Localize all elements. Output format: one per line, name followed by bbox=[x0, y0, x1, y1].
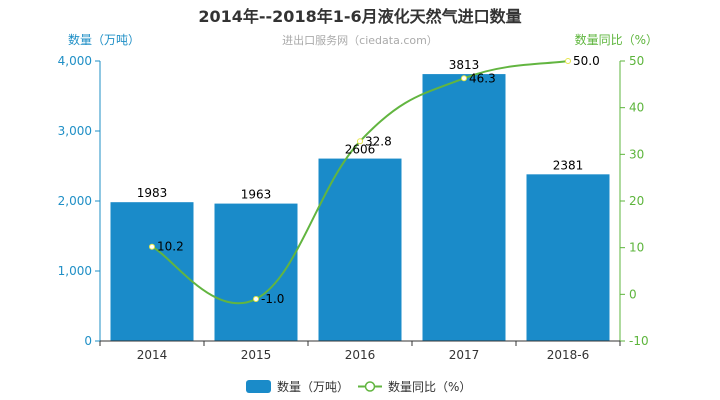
legend-line-label: 数量同比（%） bbox=[388, 379, 471, 394]
y-left-tick-label: 2,000 bbox=[58, 194, 92, 208]
bar-2018-6 bbox=[526, 174, 610, 341]
y-left-tick-label: 1,000 bbox=[58, 264, 92, 278]
data-labels: 1983 1963 2606 3813 2381 10.2 -1.0 32.8 46.3 50.0 bbox=[137, 54, 600, 306]
legend-line-marker bbox=[364, 381, 376, 392]
y-axis-right-title: 数量同比（%） bbox=[575, 32, 658, 47]
y-right-tick-label: 20 bbox=[629, 194, 644, 208]
bar-series bbox=[110, 74, 610, 341]
yoy-value-label: 50.0 bbox=[573, 54, 600, 68]
yoy-point-2016 bbox=[357, 138, 363, 145]
x-tick-label: 2014 bbox=[137, 348, 168, 362]
y-right-tick-label: 50 bbox=[629, 54, 644, 68]
yoy-point-2017 bbox=[461, 75, 467, 82]
yoy-value-label: 10.2 bbox=[157, 240, 184, 254]
line-series bbox=[149, 58, 571, 305]
chart-title: 2014年--2018年1-6月液化天然气进口数量 bbox=[198, 7, 521, 26]
x-tick-label: 2017 bbox=[449, 348, 480, 362]
bar-value-label: 2606 bbox=[345, 143, 376, 157]
bar-2014 bbox=[110, 202, 194, 341]
y-right-tick-label: 0 bbox=[629, 287, 637, 301]
yoy-line bbox=[151, 60, 569, 305]
y-left-tick-label: 3,000 bbox=[58, 124, 92, 138]
legend-bar-label: 数量（万吨） bbox=[277, 379, 349, 394]
legend-bar-swatch bbox=[246, 380, 271, 393]
y-left-tick-label: 4,000 bbox=[58, 54, 92, 68]
yoy-point-2018-6 bbox=[565, 58, 571, 64]
y-left-tick-label: 0 bbox=[84, 334, 92, 348]
x-tick-label: 2015 bbox=[241, 348, 272, 362]
yoy-value-label: -1.0 bbox=[261, 292, 284, 306]
bar-value-label: 2381 bbox=[553, 158, 584, 172]
y-right-tick-label: -10 bbox=[629, 334, 649, 348]
bar-2015 bbox=[214, 203, 298, 341]
bar-2016 bbox=[318, 158, 402, 341]
y-right-tick-label: 30 bbox=[629, 147, 644, 161]
bar-value-label: 1983 bbox=[137, 186, 168, 200]
x-tick-label: 2018-6 bbox=[547, 348, 590, 362]
yoy-point-2014 bbox=[149, 243, 155, 250]
legend: 数量（万吨） 数量同比（%） bbox=[246, 379, 471, 394]
yoy-value-label: 46.3 bbox=[469, 71, 496, 85]
yoy-point-2015 bbox=[253, 296, 259, 302]
y-right-tick-label: 40 bbox=[629, 101, 644, 115]
bar-2017 bbox=[422, 74, 506, 341]
axes: 0 1,000 2,000 3,000 4,000 -10 0 10 20 30 40 50 2014 2… bbox=[58, 54, 649, 362]
x-tick-label: 2016 bbox=[345, 348, 376, 362]
bar-value-label: 1963 bbox=[241, 188, 272, 202]
y-axis-left-title: 数量（万吨） bbox=[68, 32, 140, 47]
y-right-tick-label: 10 bbox=[629, 241, 644, 255]
chart-subtitle: 进出口服务网（ciedata.com） bbox=[282, 33, 438, 47]
yoy-value-label: 32.8 bbox=[365, 134, 392, 148]
bar-value-label: 3813 bbox=[449, 58, 480, 72]
